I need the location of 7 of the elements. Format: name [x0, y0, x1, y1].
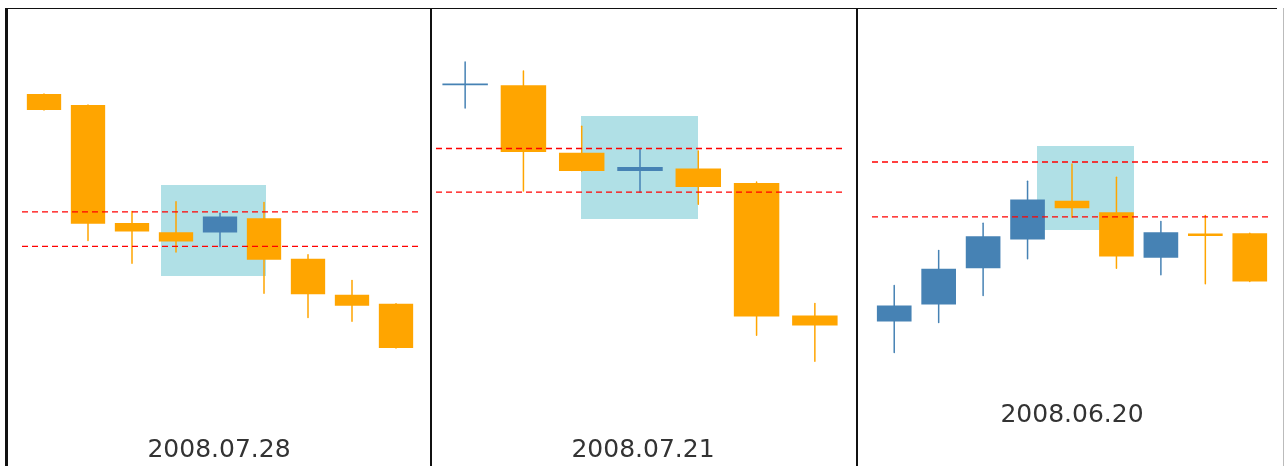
x-axis-title: 2008.07.28	[147, 434, 291, 463]
candlestick	[1188, 214, 1223, 285]
x-axis-title: 2008.06.20	[1000, 399, 1144, 428]
x-axis-title: 2008.07.21	[571, 434, 715, 463]
candlestick	[1054, 162, 1090, 218]
candlestick	[792, 302, 838, 362]
candlestick	[617, 147, 663, 193]
